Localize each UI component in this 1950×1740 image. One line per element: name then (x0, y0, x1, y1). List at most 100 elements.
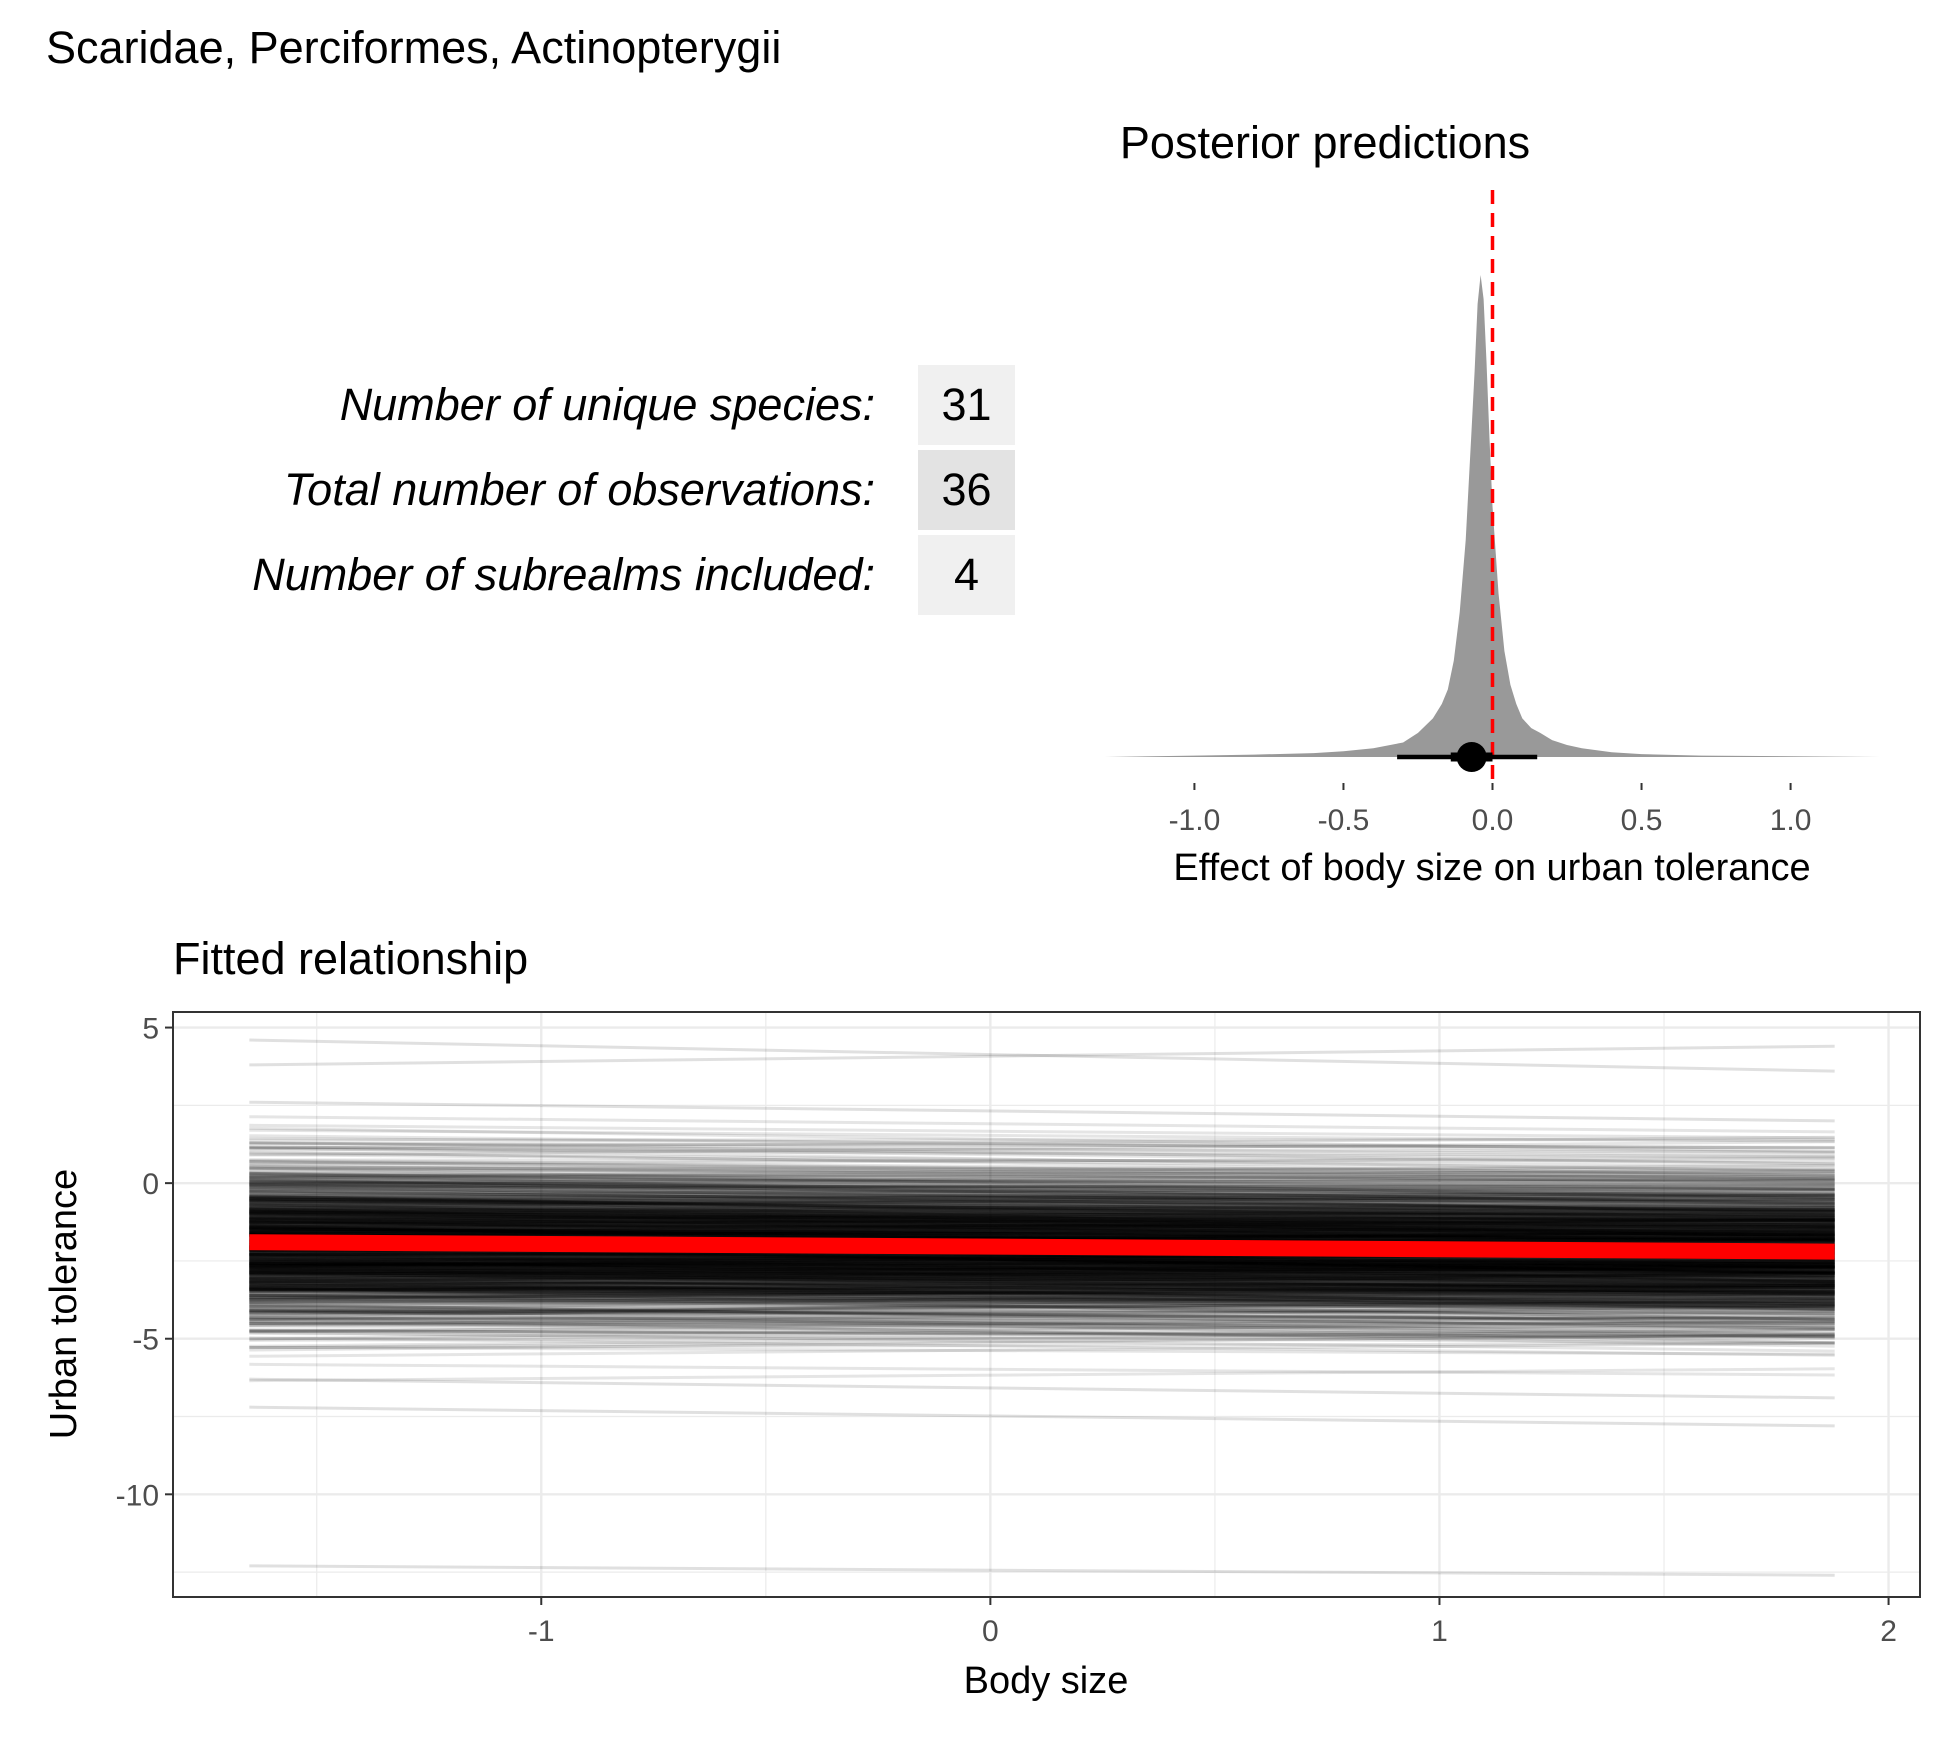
posterior-draw-line (249, 1158, 1835, 1163)
posterior-draw-line (249, 1328, 1835, 1339)
posterior-draw-line (249, 1287, 1835, 1311)
posterior-draw-line (249, 1273, 1835, 1280)
posterior-draw-line (249, 1218, 1835, 1234)
posterior-draw-line (249, 1182, 1835, 1190)
posterior-draw-line (249, 1307, 1835, 1316)
posterior-draw-line (249, 1284, 1835, 1292)
posterior-draw-line (249, 1178, 1835, 1184)
posterior-draw-line (249, 1205, 1835, 1223)
posterior-draw-line (249, 1210, 1835, 1222)
posterior-draw-line (249, 1221, 1835, 1230)
posterior-draw-line (249, 1283, 1835, 1292)
posterior-draw-line (249, 1215, 1835, 1227)
posterior-draw-line (249, 1269, 1835, 1291)
posterior-draw-line (249, 1150, 1835, 1177)
posterior-draw-line (249, 1274, 1835, 1282)
posterior-draw-line (249, 1264, 1835, 1283)
posterior-draw-line (249, 1218, 1835, 1229)
posterior-draw-line (249, 1210, 1835, 1228)
posterior-draw-line (249, 1269, 1835, 1282)
posterior-draw-line (249, 1198, 1835, 1213)
posterior-draw-line (249, 1209, 1835, 1215)
posterior-draw-line (249, 1272, 1835, 1295)
posterior-draw-line (249, 1128, 1835, 1143)
posterior-draw-line (249, 1189, 1835, 1203)
posterior-draw-line (249, 1282, 1835, 1291)
posterior-draw-line (249, 1123, 1835, 1140)
posterior-draw-line (249, 1297, 1835, 1312)
posterior-draw-line (249, 1320, 1835, 1326)
posterior-draw-line (249, 1268, 1835, 1288)
posterior-draw-line (249, 1177, 1835, 1182)
posterior-draw-line (249, 1265, 1835, 1283)
posterior-draw-line (249, 1226, 1835, 1242)
posterior-draw-line (249, 1199, 1835, 1225)
posterior-draw-line (249, 1189, 1835, 1210)
posterior-panel: Posterior predictions -1.0 -0.5 0.0 0.5 1.0 … (1105, 117, 1880, 889)
posterior-draw-line (249, 1287, 1835, 1311)
posterior-draw-line (249, 1213, 1835, 1236)
posterior-draw-line (249, 1199, 1835, 1221)
posterior-draw-line (249, 1268, 1835, 1274)
posterior-draw-line (249, 1253, 1835, 1291)
posterior-draw-line (249, 1307, 1835, 1322)
posterior-draw-line (249, 1228, 1835, 1237)
posterior-draw-line (249, 1276, 1835, 1286)
posterior-draw-line (249, 1252, 1835, 1266)
posterior-draw-line (249, 1262, 1835, 1273)
posterior-draw-line (249, 1197, 1835, 1238)
posterior-draw-line (249, 1281, 1835, 1287)
posterior-draw-line (249, 1262, 1835, 1271)
fitted-y-tick-label: -10 (116, 1479, 159, 1512)
posterior-draw-line (249, 1259, 1835, 1268)
posterior-draw-line (249, 1195, 1835, 1201)
posterior-draw-line (249, 1197, 1835, 1203)
posterior-draw-line (249, 1183, 1835, 1191)
posterior-draw-line (249, 1328, 1835, 1341)
posterior-draw-line (249, 1213, 1835, 1228)
posterior-draw-line (249, 1256, 1835, 1269)
posterior-draw-line (249, 1215, 1835, 1243)
posterior-draw-line (249, 1285, 1835, 1300)
posterior-draw-line (249, 1199, 1835, 1220)
posterior-draw-line (249, 1255, 1835, 1281)
posterior-draw-line (249, 1296, 1835, 1308)
posterior-draw-line (249, 1209, 1835, 1229)
posterior-draw-line (249, 1207, 1835, 1229)
posterior-draw-line (249, 1283, 1835, 1289)
posterior-draw-line (249, 1209, 1835, 1246)
posterior-draw-line (249, 1208, 1835, 1214)
posterior-draw-line (249, 1193, 1835, 1208)
stat-row-species: Number of unique species: 31 (0, 365, 1015, 450)
posterior-draw-line (249, 1193, 1835, 1202)
posterior-draw-line (249, 1257, 1835, 1263)
posterior-draw-line (249, 1220, 1835, 1230)
posterior-draw-line (249, 1211, 1835, 1224)
posterior-draw-line (249, 1259, 1835, 1290)
posterior-draw-line (249, 1362, 1835, 1377)
posterior-draw-line (249, 1257, 1835, 1284)
posterior-draw-line (249, 1254, 1835, 1274)
posterior-draw-line (249, 1258, 1835, 1273)
posterior-draw-line (249, 1309, 1835, 1345)
posterior-draw-line (249, 1207, 1835, 1247)
posterior-draw-line (249, 1266, 1835, 1294)
posterior-draw-line (249, 1250, 1835, 1284)
posterior-draw-line (249, 1257, 1835, 1288)
fitted-x-tick-label: 1 (1431, 1615, 1448, 1648)
posterior-draw-line (249, 1229, 1835, 1237)
posterior-draw-line (249, 1225, 1835, 1238)
fitted-mean-line-group (249, 1234, 1835, 1260)
posterior-draw-line (249, 1172, 1835, 1196)
posterior-draw-line (249, 1210, 1835, 1224)
posterior-draw-line (249, 1230, 1835, 1245)
posterior-draw-line (249, 1298, 1835, 1305)
posterior-draw-line (249, 1266, 1835, 1275)
posterior-draw-line (249, 1151, 1835, 1169)
posterior-draw-line (249, 1321, 1835, 1328)
stat-row-subrealms: Number of subrealms included: 4 (0, 535, 1015, 620)
posterior-draw-line (249, 1311, 1835, 1321)
posterior-draw-line (249, 1224, 1835, 1233)
stat-label: Number of subrealms included: (252, 549, 875, 600)
posterior-draw-line (249, 1336, 1835, 1357)
